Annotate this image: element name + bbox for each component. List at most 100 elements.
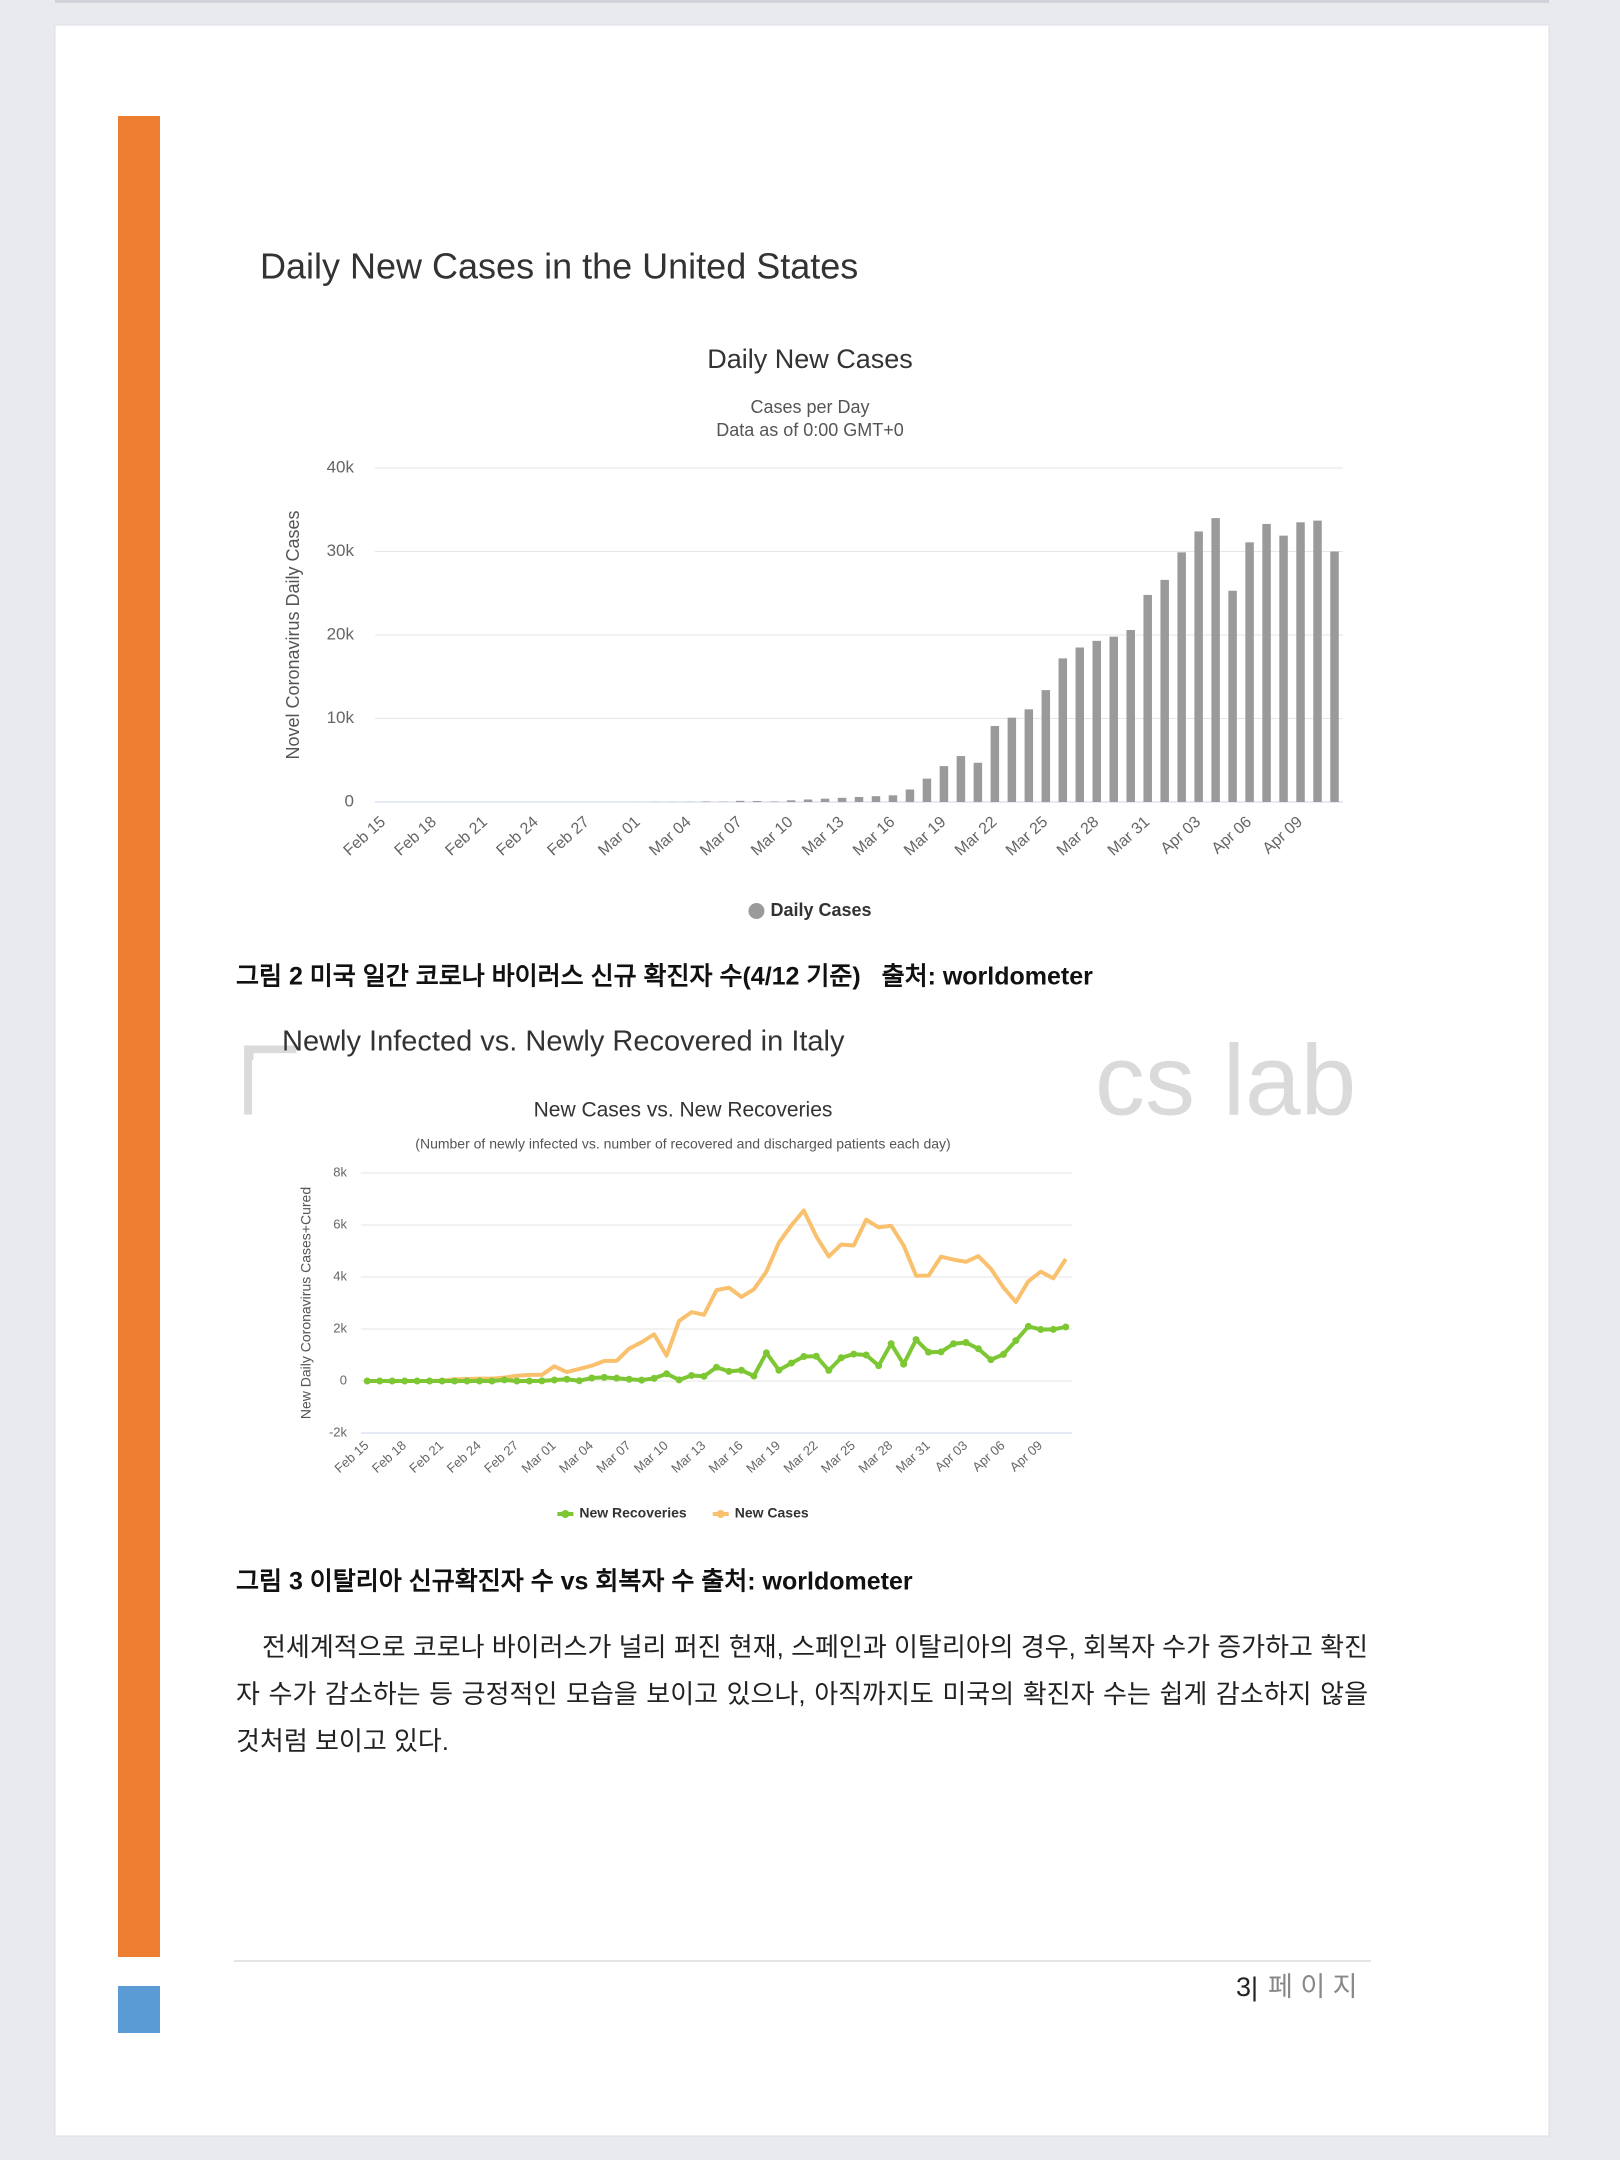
point bbox=[974, 1345, 982, 1353]
point bbox=[800, 1352, 808, 1360]
page-label: 페 이 지 bbox=[1268, 1972, 1358, 2002]
point bbox=[538, 1377, 546, 1385]
point bbox=[999, 1350, 1007, 1358]
point bbox=[950, 1340, 957, 1348]
point bbox=[363, 1377, 371, 1385]
heading: Newly Infected vs. Newly Recovered in It… bbox=[282, 1026, 845, 1058]
bar bbox=[1296, 522, 1305, 802]
bar bbox=[871, 796, 881, 802]
y-tick-label: 10k bbox=[327, 708, 355, 727]
chart-subtitle: (Number of newly infected vs. number of … bbox=[415, 1136, 950, 1152]
bar bbox=[769, 801, 779, 802]
point bbox=[775, 1366, 783, 1374]
y-tick-label: 20k bbox=[327, 624, 355, 643]
heading: Daily New Cases in the United States bbox=[260, 246, 858, 287]
point bbox=[488, 1377, 496, 1385]
point bbox=[401, 1377, 409, 1385]
legend-symbol bbox=[716, 1510, 725, 1518]
bar bbox=[1228, 590, 1237, 802]
bar bbox=[1279, 535, 1288, 802]
y-axis-label: Novel Coronavirus Daily Cases bbox=[283, 510, 303, 759]
blue-square bbox=[118, 1986, 160, 2033]
point bbox=[688, 1371, 696, 1379]
point bbox=[887, 1340, 895, 1348]
legend-label: New Cases bbox=[735, 1505, 809, 1521]
y-tick-label: 2k bbox=[333, 1320, 347, 1335]
point bbox=[850, 1350, 858, 1358]
y-tick-label: 40k bbox=[327, 457, 355, 476]
caption: 그림 2 미국 일간 코로나 바이러스 신규 확진자 수(4/12 기준) 출처… bbox=[236, 963, 1093, 991]
bar bbox=[786, 800, 796, 802]
point bbox=[937, 1348, 945, 1356]
prev-sheet-edge bbox=[55, 0, 1549, 3]
point bbox=[1062, 1323, 1070, 1331]
bar bbox=[1211, 518, 1220, 802]
point bbox=[563, 1375, 571, 1383]
point bbox=[1037, 1326, 1045, 1334]
chart-background bbox=[252, 1060, 1082, 1530]
point bbox=[987, 1356, 995, 1364]
bar bbox=[752, 801, 762, 802]
bar bbox=[1160, 579, 1169, 802]
bar bbox=[1041, 690, 1051, 802]
point bbox=[762, 1349, 770, 1357]
point bbox=[550, 1376, 558, 1384]
point bbox=[625, 1375, 633, 1383]
point bbox=[650, 1374, 658, 1382]
y-tick-label: 0 bbox=[340, 1372, 347, 1387]
point bbox=[700, 1372, 708, 1380]
point bbox=[812, 1352, 820, 1360]
point bbox=[837, 1354, 845, 1362]
point bbox=[962, 1339, 970, 1347]
point bbox=[663, 1370, 671, 1378]
y-tick-label: 6k bbox=[333, 1216, 347, 1231]
point bbox=[737, 1366, 745, 1374]
bar bbox=[1075, 647, 1085, 802]
bar bbox=[1058, 658, 1068, 802]
body-paragraph: 전세계적으로 코로나 바이러스가 널리 퍼진 현재, 스페인과 이탈리아의 경우… bbox=[236, 1632, 1368, 1756]
point bbox=[1049, 1325, 1057, 1333]
chart-note: Data as of 0:00 GMT+0 bbox=[716, 420, 904, 440]
point bbox=[513, 1377, 521, 1385]
y-axis-label: New Daily Coronavirus Cases+Cured bbox=[298, 1187, 314, 1419]
bar bbox=[1109, 636, 1118, 802]
legend-label: Daily Cases bbox=[770, 900, 871, 920]
point bbox=[613, 1374, 621, 1382]
bar bbox=[956, 756, 966, 802]
point bbox=[438, 1377, 446, 1385]
point bbox=[476, 1377, 483, 1385]
y-tick-label: 4k bbox=[333, 1268, 347, 1283]
chart-title: New Cases vs. New Recoveries bbox=[534, 1099, 833, 1122]
legend-symbol bbox=[561, 1510, 570, 1518]
point bbox=[862, 1351, 870, 1359]
bar bbox=[990, 726, 1000, 802]
bar bbox=[1262, 523, 1271, 802]
point bbox=[525, 1377, 533, 1385]
point bbox=[600, 1373, 608, 1381]
point bbox=[675, 1376, 683, 1384]
point bbox=[638, 1376, 646, 1384]
bar bbox=[1330, 551, 1339, 802]
point bbox=[900, 1360, 908, 1368]
bar bbox=[1194, 531, 1203, 802]
point bbox=[750, 1372, 758, 1380]
bar bbox=[1007, 717, 1017, 802]
point bbox=[388, 1377, 396, 1385]
caption: 그림 3 이탈리아 신규확진자 수 vs 회복자 수 출처: worldomet… bbox=[236, 1568, 913, 1596]
bar bbox=[905, 789, 915, 802]
bar bbox=[1092, 640, 1101, 802]
bar bbox=[701, 801, 711, 802]
bar bbox=[803, 799, 813, 802]
page-number: 3| bbox=[1236, 1972, 1258, 2002]
y-tick-label: -2k bbox=[329, 1424, 348, 1439]
y-tick-label: 0 bbox=[345, 791, 354, 810]
orange-side-bar bbox=[118, 116, 160, 1957]
point bbox=[713, 1363, 720, 1371]
bar bbox=[973, 762, 983, 802]
point bbox=[426, 1377, 434, 1385]
bar bbox=[1313, 520, 1322, 802]
bar bbox=[837, 797, 847, 802]
bar bbox=[1177, 552, 1186, 802]
